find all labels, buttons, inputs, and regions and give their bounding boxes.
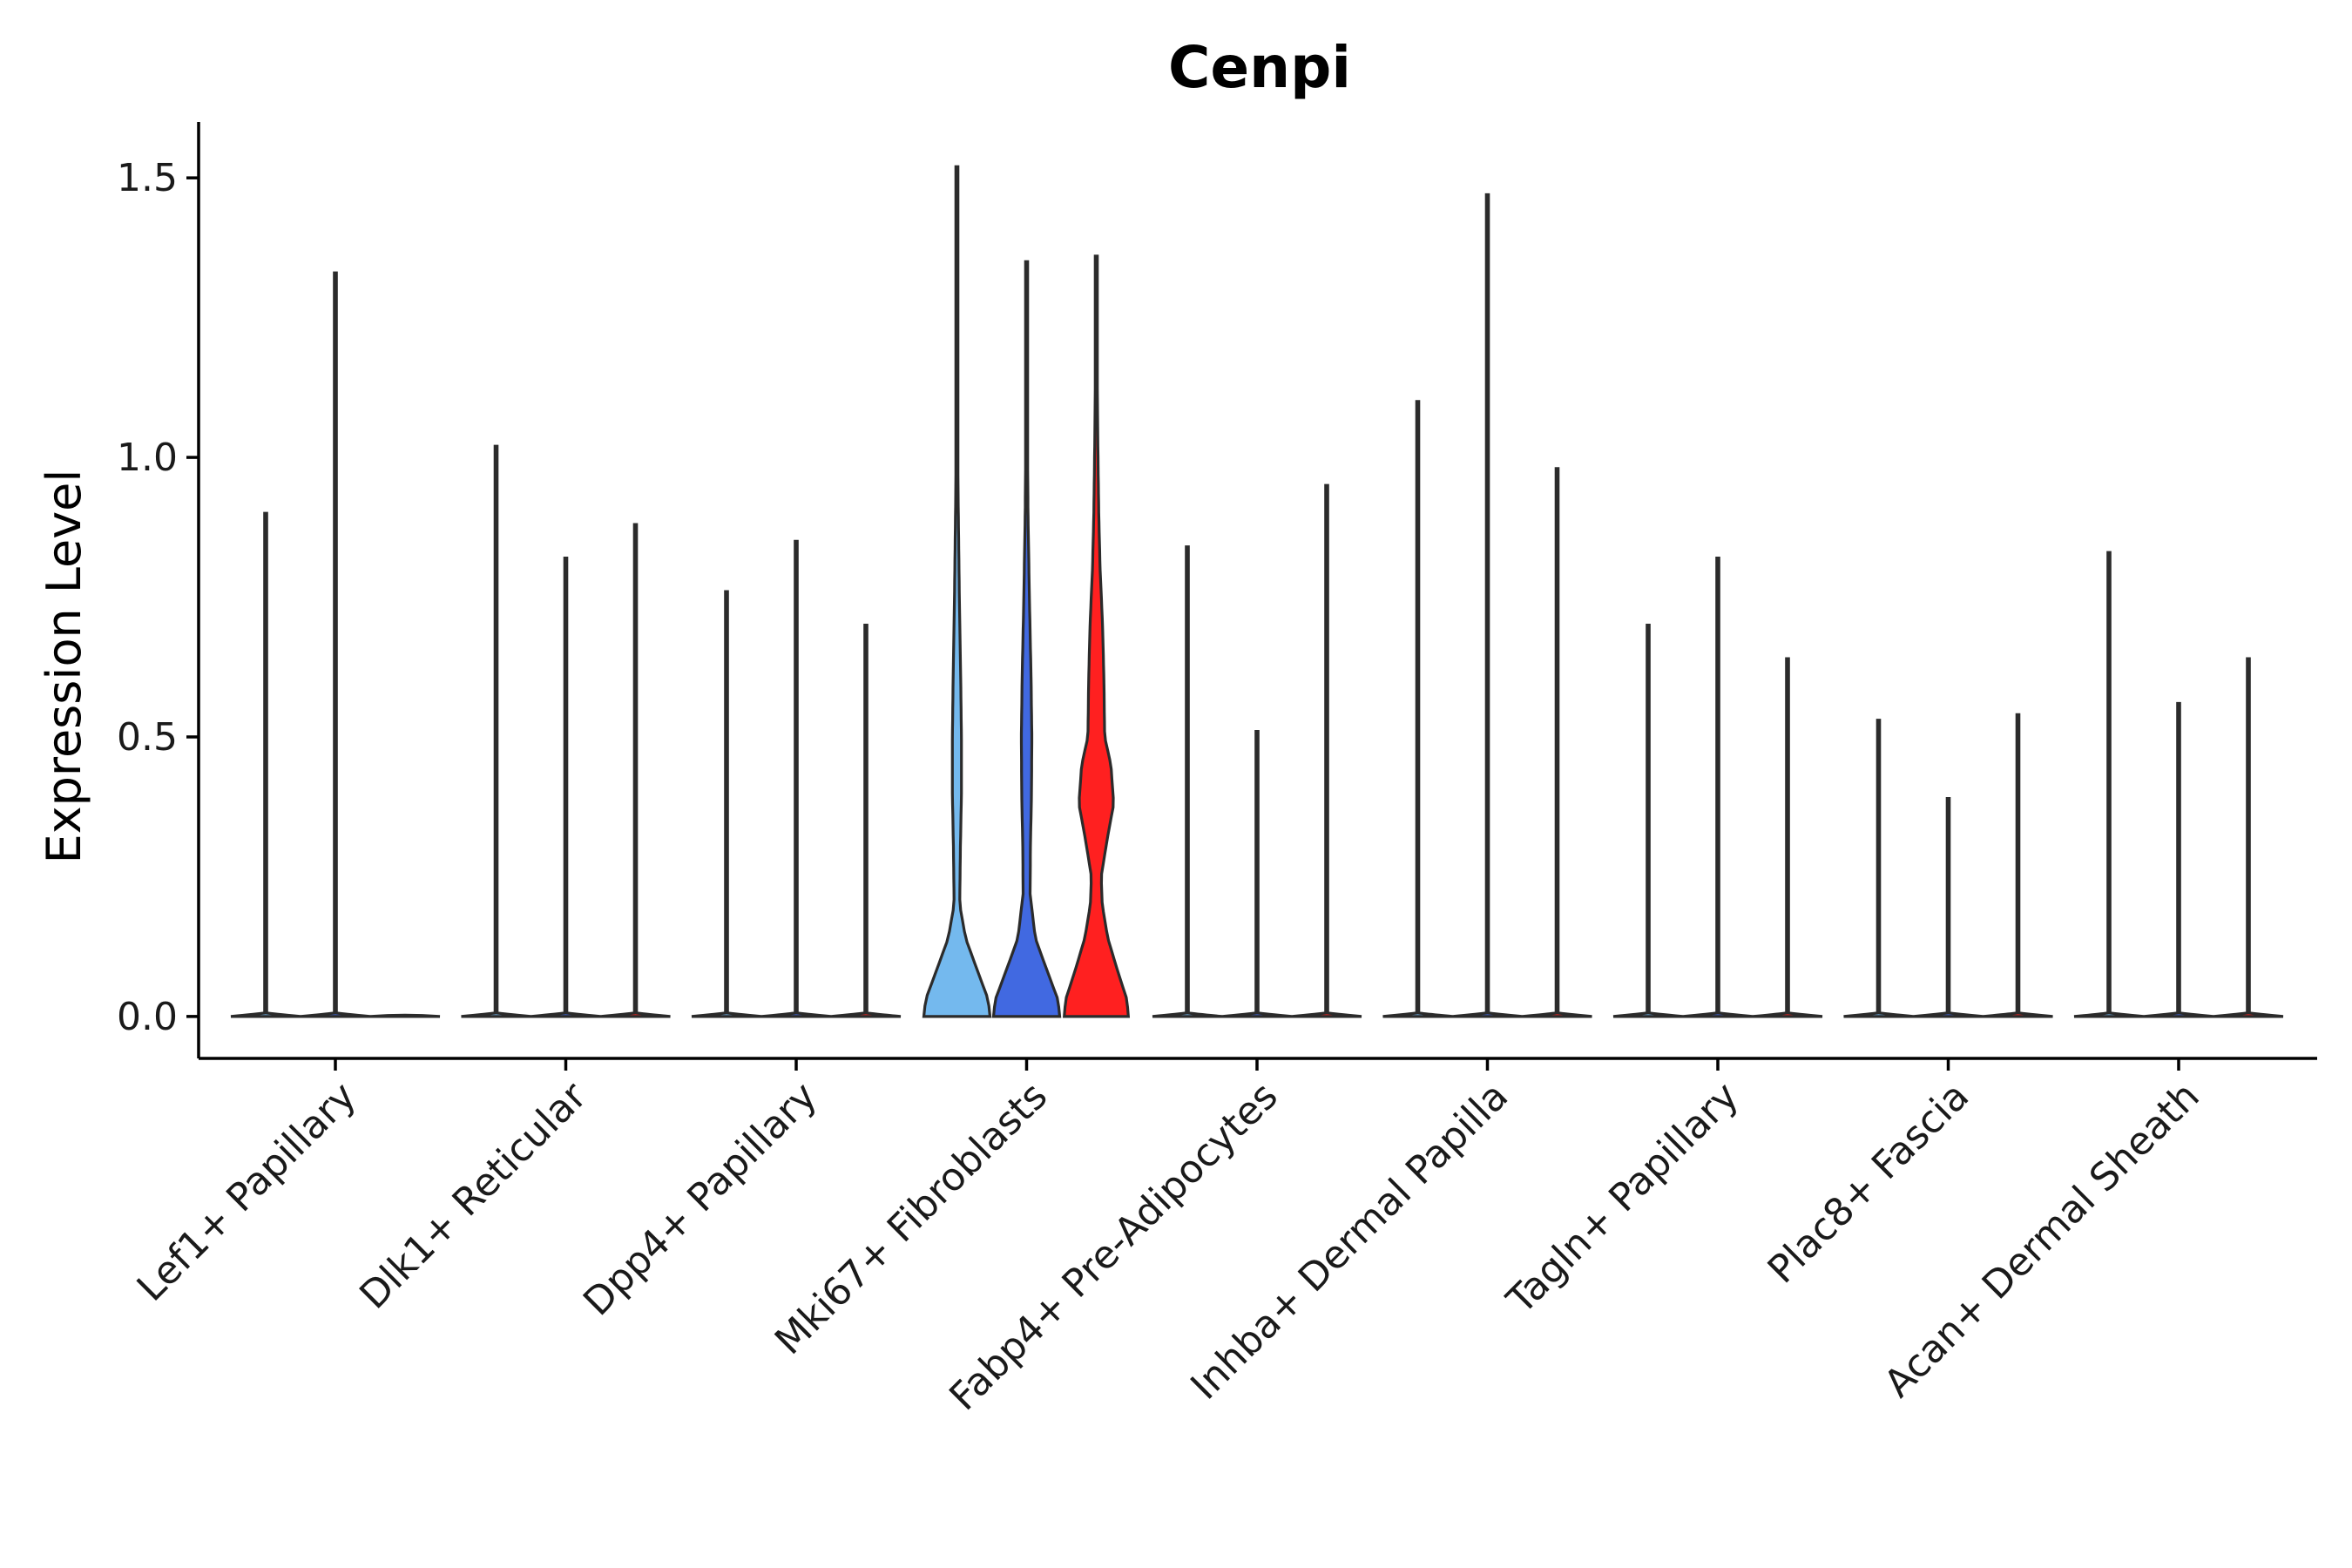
violins xyxy=(230,165,2284,1018)
x-tick-label: Tagln+ Papillary xyxy=(1498,1074,1747,1323)
violin-fabp4-pre-adipocytes-2 xyxy=(1221,729,1293,1018)
violin-lef1-papillary-1 xyxy=(230,511,301,1018)
chart-title: Cenpi xyxy=(1168,34,1351,101)
violin-plac8-fascia-2 xyxy=(1913,796,1984,1018)
violin-fabp4-pre-adipocytes-1 xyxy=(1152,545,1223,1018)
x-tick-label: Lef1+ Papillary xyxy=(129,1074,365,1310)
violin-mki67-fibroblasts-3 xyxy=(1062,254,1131,1018)
violin-plac8-fascia-1 xyxy=(1843,719,1914,1018)
violin-fabp4-pre-adipocytes-3 xyxy=(1291,483,1362,1018)
y-axis-title: Expression Level xyxy=(37,470,91,864)
violin-lef1-papillary-3 xyxy=(369,1013,441,1018)
violin-dpp4-papillary-3 xyxy=(830,624,902,1018)
violin-dlk1-reticular-1 xyxy=(461,444,531,1018)
violin-dlk1-reticular-2 xyxy=(531,556,601,1018)
x-tick-label: Dpp4+ Papillary xyxy=(575,1074,826,1325)
y-tick-label: 1.0 xyxy=(117,436,178,480)
y-tick-label: 0.0 xyxy=(117,995,178,1039)
violin-mki67-fibroblasts-2 xyxy=(991,260,1062,1018)
violin-lef1-papillary-2 xyxy=(300,271,371,1018)
violin-acan-dermal-sheath-1 xyxy=(2073,551,2145,1018)
violin-plac8-fascia-3 xyxy=(1983,713,2053,1018)
x-tick-label: Plac8+ Fascia xyxy=(1760,1074,1978,1293)
violin-inhba-dermal-papilla-2 xyxy=(1452,193,1523,1018)
violin-tagln-papillary-3 xyxy=(1752,657,1823,1018)
violin-dlk1-reticular-3 xyxy=(600,523,671,1018)
y-axis: 0.0 0.5 1.0 1.5 xyxy=(117,122,200,1058)
violin-mki67-fibroblasts-1 xyxy=(922,165,992,1018)
violin-tagln-papillary-1 xyxy=(1612,624,1684,1018)
violin-tagln-papillary-2 xyxy=(1682,556,1754,1018)
violin-dpp4-papillary-2 xyxy=(760,539,832,1018)
violin-acan-dermal-sheath-2 xyxy=(2143,701,2214,1018)
y-tick-label: 1.5 xyxy=(117,156,178,200)
violin-inhba-dermal-papilla-3 xyxy=(1522,467,1592,1018)
violin-acan-dermal-sheath-3 xyxy=(2213,657,2284,1018)
y-tick-label: 0.5 xyxy=(117,715,178,760)
violin-inhba-dermal-papilla-1 xyxy=(1382,400,1453,1018)
violin-dpp4-papillary-1 xyxy=(691,590,762,1018)
x-tick-label: Dlk1+ Reticular xyxy=(351,1073,596,1318)
